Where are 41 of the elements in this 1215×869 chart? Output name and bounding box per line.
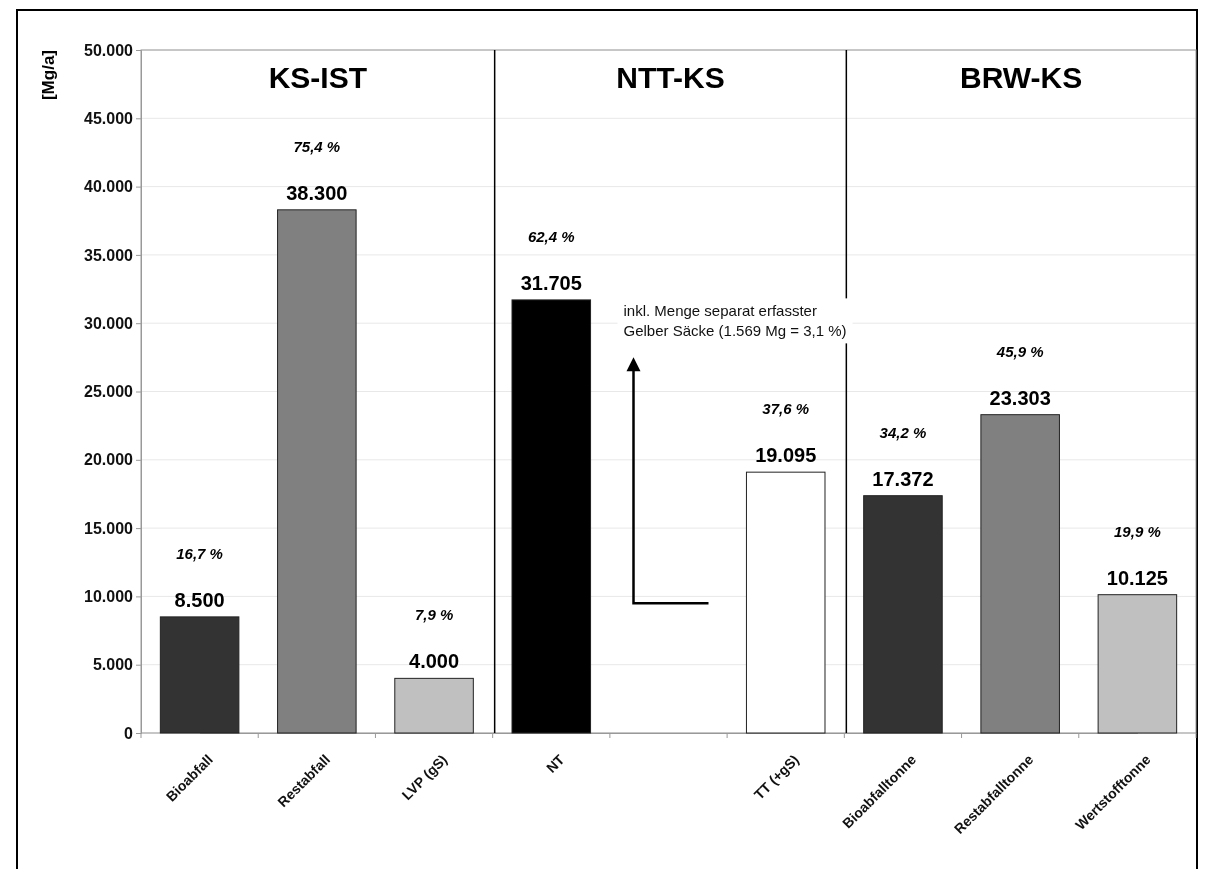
y-tick-label: 40.000	[84, 178, 134, 196]
annotation: BRW-KS	[960, 61, 1083, 94]
data-label: 38.300	[286, 181, 348, 204]
y-tick-label: 5.000	[92, 656, 134, 674]
annotation: NTT-KS	[616, 61, 725, 94]
bar	[863, 495, 943, 734]
annotation: inkl. Menge separat erfasster Gelber Säcke (1.569 Mg = 3,1 %)	[623, 302, 847, 340]
y-tick-label: 35.000	[84, 246, 134, 264]
y-tick-label: 50.000	[84, 41, 134, 59]
y-tick-label: 15.000	[84, 519, 134, 537]
bar	[980, 414, 1060, 734]
data-label: 17.372	[872, 467, 934, 490]
y-axis-title: [Mg/a]	[38, 50, 58, 101]
annotation: 37,6 %	[762, 400, 810, 418]
x-tick-label: NT	[542, 751, 568, 776]
annotation: KS-IST	[268, 61, 368, 94]
bar	[511, 299, 592, 734]
bar	[1097, 594, 1178, 734]
annotation: 45,9 %	[995, 342, 1044, 360]
annotation: 34,2 %	[879, 423, 927, 441]
y-tick-label: 0	[124, 724, 134, 742]
data-label: 4.000	[409, 650, 460, 673]
bar	[394, 677, 474, 734]
data-label: 23.303	[989, 386, 1051, 409]
annotation: 75,4 %	[293, 137, 341, 155]
annotation: 19,9 %	[1114, 522, 1161, 540]
data-label: 19.095	[755, 444, 817, 467]
data-label: 8.500	[174, 588, 225, 611]
y-tick-label: 20.000	[84, 451, 134, 469]
bar	[159, 616, 240, 734]
annotation: 7,9 %	[414, 606, 454, 624]
y-tick-label: 25.000	[84, 383, 134, 401]
y-tick-label: 30.000	[84, 314, 134, 332]
data-label: 10.125	[1106, 566, 1168, 589]
data-label: 31.705	[520, 271, 582, 294]
annotation: 16,7 %	[176, 544, 223, 562]
bar	[277, 209, 357, 734]
y-tick-label: 10.000	[84, 588, 134, 606]
bar	[745, 471, 826, 734]
annotation: 62,4 %	[527, 227, 575, 245]
y-tick-label: 45.000	[84, 109, 134, 127]
